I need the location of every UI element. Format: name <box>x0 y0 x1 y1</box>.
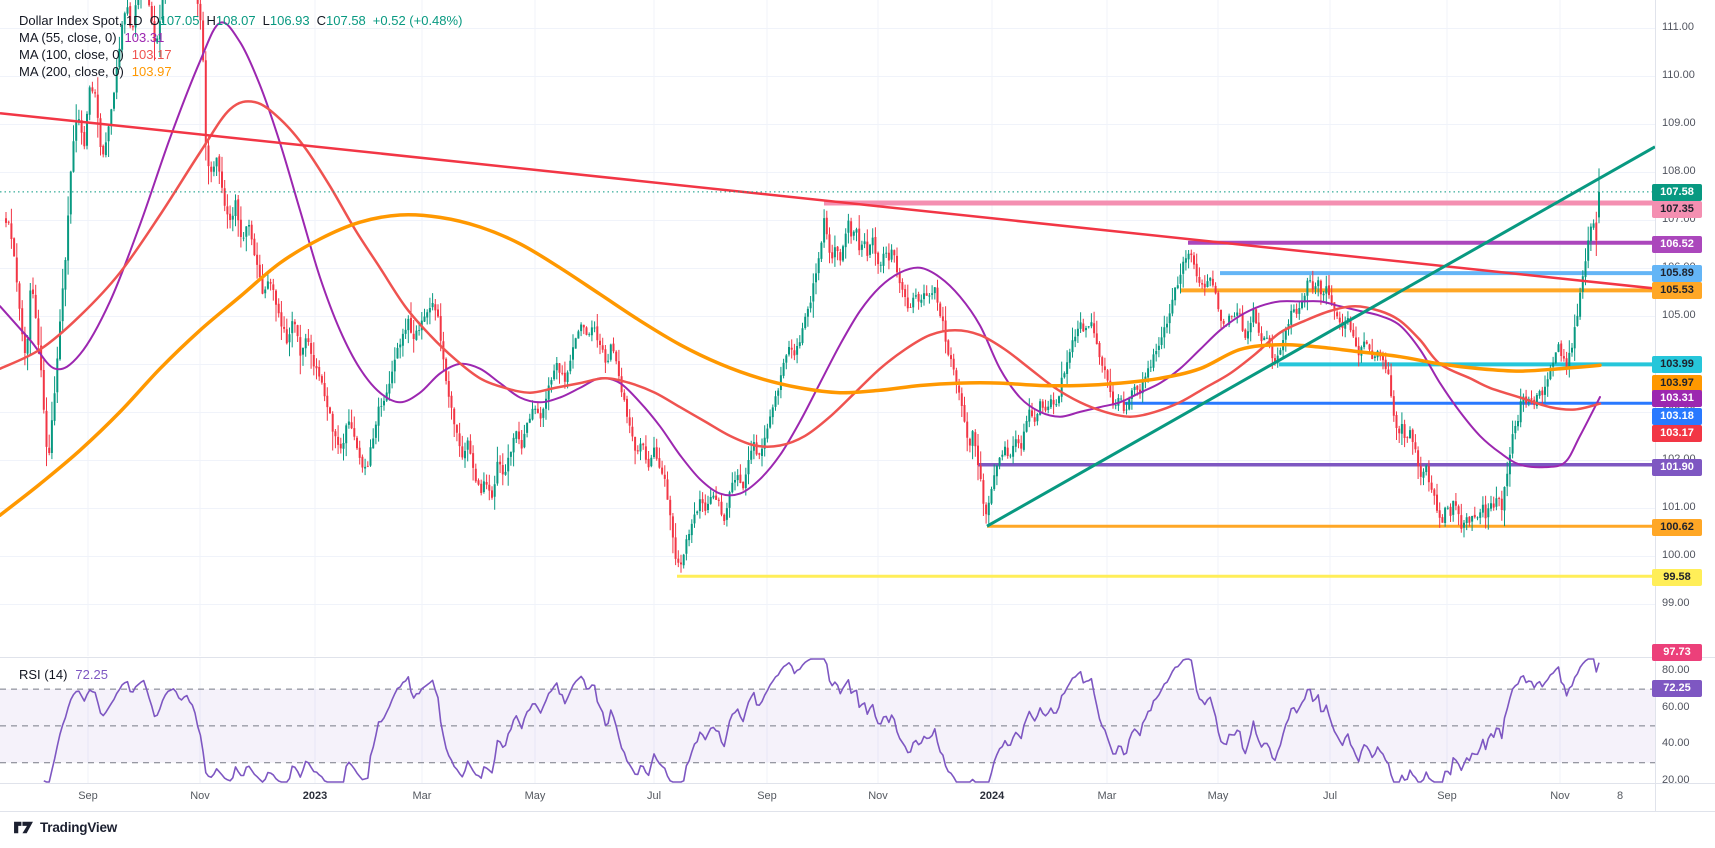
level-badge: 100.62 <box>1652 518 1702 536</box>
time-axis-label: Nov <box>190 790 210 802</box>
time-axis-label: May <box>524 790 546 802</box>
trendlines[interactable] <box>0 111 1655 528</box>
level-badge: 106.52 <box>1652 235 1702 253</box>
time-axis-label: 2024 <box>979 790 1005 802</box>
ma-55-value-badge: 103.31 <box>1652 389 1702 407</box>
rsi-line <box>43 658 1600 783</box>
level-badge: 97.73 <box>1652 643 1702 661</box>
indicator-legend: MA (55, close, 0) 103.31 MA (100, close, 0… <box>19 29 462 80</box>
high-value: 108.07 <box>215 13 256 28</box>
rsi-value: 72.25 <box>75 667 108 682</box>
low-value: 106.93 <box>269 13 310 28</box>
indicator-label: MA (200, close, 0) <box>19 64 124 79</box>
time-axis-label: Jul <box>646 790 662 802</box>
horizontal-levels[interactable] <box>677 200 1655 578</box>
ascending-support-trendline <box>986 145 1655 528</box>
level-badge: 105.89 <box>1652 264 1702 282</box>
price-axis-label: 101.00 <box>1662 500 1696 513</box>
price-axis-label: 109.00 <box>1662 116 1696 129</box>
ma-100-value-badge: 103.17 <box>1652 424 1702 442</box>
time-axis-label: Jul <box>1322 790 1338 802</box>
open-value: 107.05 <box>159 13 200 28</box>
moving-averages[interactable] <box>0 21 1602 517</box>
indicator-value: 103.31 <box>124 30 165 45</box>
price-axis-label: 111.00 <box>1662 20 1695 33</box>
level-badge: 99.58 <box>1652 568 1702 586</box>
time-axis-label: Nov <box>1550 790 1570 802</box>
rsi-label: RSI (14) <box>19 667 68 682</box>
tradingview-logo[interactable]: TradingView <box>13 819 117 836</box>
ma100-line <box>0 100 1602 448</box>
rsi-axis-label: 80.00 <box>1662 663 1690 676</box>
level-badge: 101.90 <box>1652 458 1702 476</box>
indicator-row[interactable]: MA (100, close, 0) 103.17 <box>19 46 462 63</box>
low-label: L <box>262 13 270 28</box>
rsi-legend-row[interactable]: RSI (14) 72.25 <box>19 667 108 682</box>
symbol-title: Dollar Index Spot, 1D <box>19 13 143 28</box>
indicator-row[interactable]: MA (55, close, 0) 103.31 <box>19 29 462 46</box>
time-axis-label: 8 <box>1616 790 1624 802</box>
grid-lines <box>0 0 1655 783</box>
tradingview-logo-icon <box>14 821 33 834</box>
indicator-label: MA (100, close, 0) <box>19 47 124 62</box>
time-axis-label: Mar <box>1097 790 1117 802</box>
rsi-band <box>0 688 1655 764</box>
indicator-label: MA (55, close, 0) <box>19 30 117 45</box>
rsi-axis-label: 60.00 <box>1662 700 1690 713</box>
time-axis-label: Sep <box>78 790 98 802</box>
rsi-axis-label: 40.00 <box>1662 737 1690 750</box>
ma200-line <box>0 213 1602 517</box>
time-axis-label: Sep <box>757 790 777 802</box>
price-axis-label: 108.00 <box>1662 164 1696 177</box>
tradingview-logo-text: TradingView <box>40 820 118 835</box>
close-label: C <box>316 13 327 28</box>
symbol-legend: Dollar Index Spot, 1D O107.05 H108.07 L106.… <box>19 12 462 80</box>
level-badge: 107.35 <box>1652 200 1702 218</box>
symbol-info-row[interactable]: Dollar Index Spot, 1D O107.05 H108.07 L106.… <box>19 12 462 29</box>
time-axis-label: Sep <box>1437 790 1457 802</box>
time-axis-label: 2023 <box>302 790 328 802</box>
price-axis-label: 99.00 <box>1662 597 1690 610</box>
price-axis-label: 105.00 <box>1662 308 1696 321</box>
change-value: +0.52 (+0.48%) <box>372 13 463 28</box>
level-badge: 105.53 <box>1652 281 1702 299</box>
indicator-value: 103.17 <box>131 47 172 62</box>
indicator-value: 103.97 <box>131 64 172 79</box>
open-label: O <box>149 13 160 28</box>
indicator-row[interactable]: MA (200, close, 0) 103.97 <box>19 63 462 80</box>
last-price-badge: 107.58 <box>1652 183 1702 201</box>
rsi-value-badge: 72.25 <box>1652 679 1702 697</box>
ma55-line <box>0 21 1601 497</box>
level-badge: 103.18 <box>1652 407 1702 425</box>
close-value: 107.58 <box>326 13 366 28</box>
pane-borders <box>0 0 1715 812</box>
time-axis-label: May <box>1207 790 1229 802</box>
time-axis-label: Nov <box>868 790 888 802</box>
high-label: H <box>206 13 216 28</box>
time-axis-label: Mar <box>412 790 432 802</box>
ma-200-value-badge: 103.97 <box>1652 374 1702 392</box>
candlestick-series <box>5 0 1600 573</box>
rsi-axis-label: 20.00 <box>1662 774 1690 787</box>
descending-resistance-trendline <box>0 111 1655 290</box>
price-axis-label: 100.00 <box>1662 549 1696 561</box>
level-badge: 103.99 <box>1652 355 1702 373</box>
price-axis-label: 110.00 <box>1662 68 1695 81</box>
